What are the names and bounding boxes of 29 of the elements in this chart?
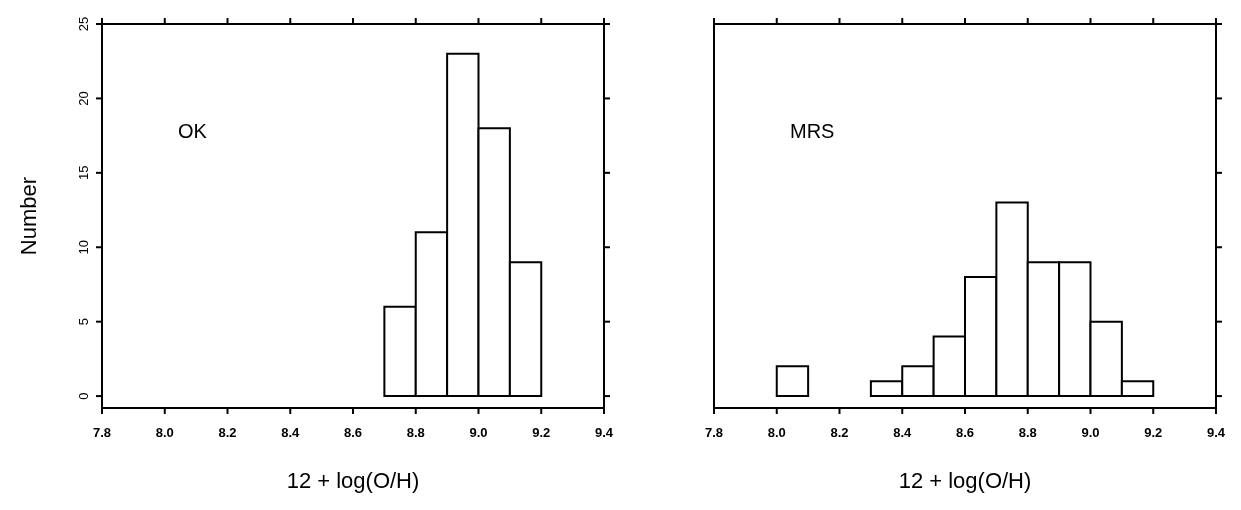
y-tick-label: 20 — [76, 91, 91, 106]
x-tick-label: 9.0 — [469, 425, 488, 441]
y-axis-title: Number — [15, 176, 41, 256]
y-tick-label: 10 — [76, 240, 91, 255]
x-tick-label: 9.2 — [1144, 425, 1163, 441]
x-tick-label: 8.0 — [767, 425, 786, 441]
x-tick-label: 8.2 — [218, 425, 237, 441]
y-tick-label: 15 — [76, 165, 91, 181]
x-tick-label: 9.0 — [1081, 425, 1100, 441]
x-tick-label: 8.2 — [830, 425, 849, 441]
x-axis-title: 12 + log(O/H) — [286, 468, 420, 493]
x-tick-label: 9.4 — [1206, 425, 1226, 441]
x-tick-label: 9.2 — [532, 425, 551, 441]
y-tick-label: 0 — [76, 392, 91, 400]
x-tick-label: 8.8 — [406, 425, 425, 441]
annotation: MRS — [790, 120, 835, 143]
x-tick-label: 8.4 — [281, 425, 301, 441]
y-tick-label: 5 — [76, 318, 91, 326]
y-tick-label: 25 — [76, 16, 91, 32]
x-tick-label: 7.8 — [704, 425, 724, 441]
annotation: OK — [178, 120, 207, 143]
x-tick-label: 8.6 — [955, 425, 975, 441]
x-tick-label: 8.4 — [893, 425, 913, 441]
x-tick-label: 8.8 — [1018, 425, 1037, 441]
x-tick-label: 9.4 — [594, 425, 614, 441]
x-tick-label: 8.6 — [343, 425, 363, 441]
x-axis-title: 12 + log(O/H) — [898, 468, 1032, 493]
x-tick-label: 8.0 — [155, 425, 174, 441]
x-tick-label: 7.8 — [92, 425, 112, 441]
